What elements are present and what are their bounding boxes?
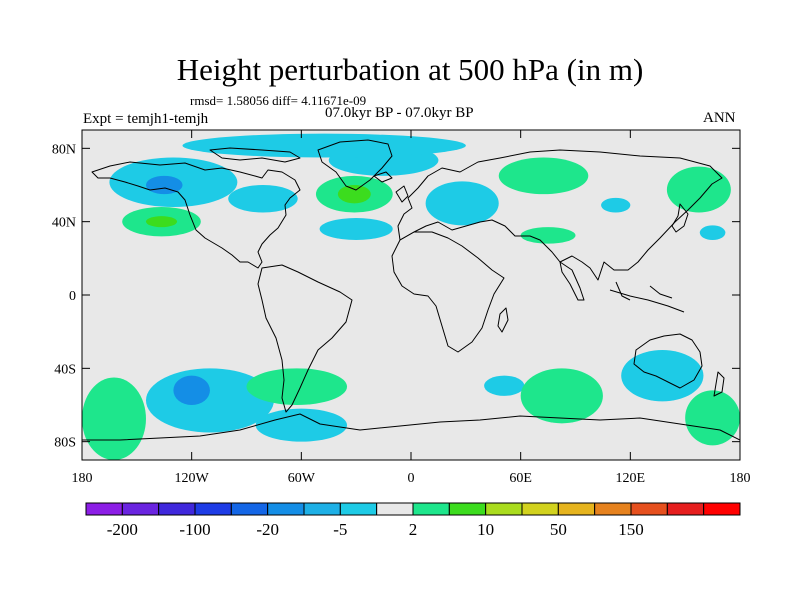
- lat-tick-label: 80N: [52, 142, 76, 157]
- colorbar-swatch: [521, 502, 559, 516]
- lat-tick-label: 0: [69, 289, 76, 304]
- colorbar-swatch: [303, 502, 341, 516]
- colorbar-swatch: [158, 502, 196, 516]
- colorbar-swatch: [448, 502, 487, 516]
- anomaly-region-13: [666, 166, 731, 213]
- lon-tick-label: 120E: [616, 471, 646, 486]
- anomaly-region-4: [182, 133, 466, 158]
- anomaly-region-19: [246, 368, 348, 405]
- lon-tick-label: 180: [730, 471, 751, 486]
- coastlines: [82, 139, 740, 441]
- lon-tick-label: 60E: [509, 471, 532, 486]
- anomaly-region-24: [685, 390, 740, 446]
- colorbar-swatch: [194, 502, 232, 516]
- colorbar-swatch: [557, 502, 596, 516]
- colorbar-swatch: [376, 502, 414, 516]
- anomaly-region-18: [255, 408, 348, 442]
- colorbar-swatch: [666, 502, 705, 516]
- colorbar-swatch: [230, 502, 269, 516]
- lon-tick-label: 60W: [288, 471, 316, 486]
- anomaly-region-20: [484, 375, 525, 396]
- colorbar-swatch: [85, 502, 123, 516]
- colorbar-swatch: [485, 502, 523, 516]
- anomaly-region-10: [425, 181, 499, 226]
- colorbar-label: 10: [477, 520, 494, 539]
- anomaly-region-22: [621, 350, 704, 402]
- coast-north-america: [91, 161, 301, 269]
- anomaly-region-9: [145, 216, 178, 228]
- coast-antarctica: [82, 413, 740, 441]
- colorbar-label: -20: [256, 520, 279, 539]
- colorbar-label: -100: [179, 520, 210, 539]
- colorbar-swatch: [594, 502, 632, 516]
- colorbar-swatch: [412, 502, 450, 516]
- colorbar-swatch: [267, 502, 305, 516]
- anomaly-region-17: [173, 375, 210, 406]
- lon-tick-label: 120W: [175, 471, 210, 486]
- coast-australia: [633, 333, 703, 389]
- lat-tick-label: 40S: [54, 362, 76, 377]
- lon-tick-label: 0: [408, 471, 415, 486]
- anomaly-region-12: [601, 197, 631, 213]
- coast-iceland: [373, 171, 393, 183]
- anomaly-region-7: [319, 218, 393, 240]
- experiment-label: Expt = temjh1-temjh: [83, 111, 209, 127]
- anomaly-region-2: [228, 185, 298, 213]
- colorbar-swatch: [703, 502, 741, 516]
- lat-tick-label: 40N: [52, 216, 76, 231]
- anomaly-region-6: [337, 185, 371, 204]
- colorbar-swatch: [339, 502, 378, 516]
- colorbar-swatch: [121, 502, 160, 516]
- coast-india: [559, 261, 585, 301]
- anomaly-region-15: [520, 227, 576, 244]
- anomaly-region-21: [520, 368, 603, 424]
- coast-japan: [671, 203, 689, 233]
- coast-south-america: [257, 264, 353, 413]
- colorbar-swatch: [630, 502, 668, 516]
- lat-tick-label: 80S: [54, 436, 76, 451]
- coast-eurasia: [397, 149, 723, 281]
- coast-africa: [391, 231, 505, 353]
- colorbar-label: 2: [409, 520, 418, 539]
- anomaly-region-14: [699, 225, 726, 241]
- colorbar-label: 150: [618, 520, 644, 539]
- anomaly-region-23: [82, 377, 146, 460]
- coast-british-isles: [395, 185, 409, 203]
- period-label: 07.0kyr BP - 07.0kyr BP: [325, 105, 474, 121]
- coast-greenland: [317, 139, 393, 191]
- coast-madagascar: [497, 307, 509, 333]
- stats-label: rmsd= 1.58056 diff= 4.11671e-09: [190, 93, 367, 108]
- map-title: Height perturbation at 500 hPa (in m): [176, 52, 644, 87]
- coast-indonesia: [609, 281, 685, 313]
- colorbar-label: -200: [107, 520, 138, 539]
- colorbar-label: -5: [333, 520, 347, 539]
- coast-arctic-islands: [209, 147, 301, 163]
- colorbar-label: 50: [550, 520, 567, 539]
- season-label: ANN: [703, 110, 736, 126]
- anomaly-region-11: [498, 157, 589, 195]
- lon-tick-label: 180: [72, 471, 93, 486]
- coast-new-zealand: [713, 371, 725, 397]
